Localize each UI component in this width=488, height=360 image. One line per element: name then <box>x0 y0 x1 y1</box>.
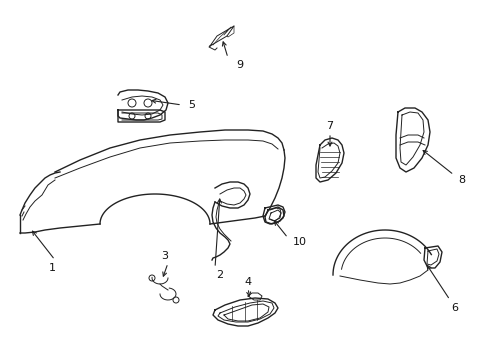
Text: 10: 10 <box>292 237 306 247</box>
Text: 1: 1 <box>48 263 55 273</box>
Text: 2: 2 <box>216 270 223 280</box>
Text: 6: 6 <box>450 303 458 313</box>
Text: 7: 7 <box>326 121 333 131</box>
Text: 3: 3 <box>161 251 168 261</box>
Text: 9: 9 <box>236 60 243 70</box>
Text: 5: 5 <box>188 100 195 110</box>
Text: 8: 8 <box>458 175 465 185</box>
Text: 4: 4 <box>244 277 251 287</box>
